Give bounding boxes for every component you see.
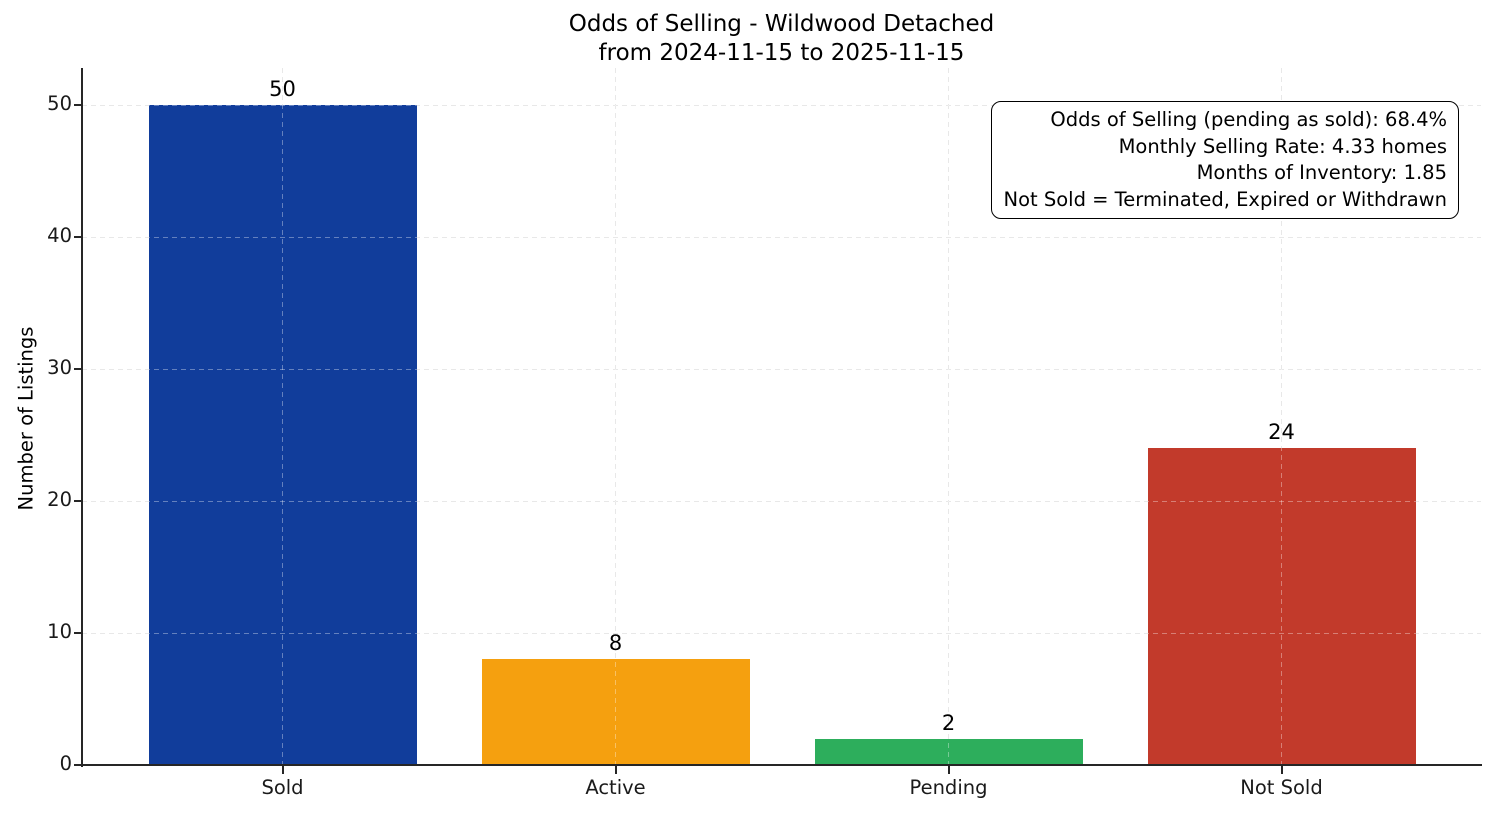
y-tick-label: 20	[47, 488, 72, 511]
x-tick-label: Not Sold	[1240, 776, 1323, 799]
stats-annotation-box: Odds of Selling (pending as sold): 68.4%…	[991, 101, 1459, 219]
x-tick-label: Active	[585, 776, 646, 799]
v-gridline-overlay	[282, 68, 283, 765]
y-tick-mark	[74, 764, 82, 766]
x-tick-mark	[281, 766, 284, 774]
y-tick-label: 0	[59, 752, 72, 775]
v-gridline	[948, 68, 949, 765]
x-axis-spine	[81, 764, 1482, 766]
y-tick-mark	[74, 500, 82, 502]
v-gridline-overlay	[615, 68, 616, 765]
bar-value-label: 8	[608, 631, 623, 656]
x-tick-mark	[947, 766, 950, 774]
h-gridline-overlay	[82, 236, 1481, 238]
chart-title-line1: Odds of Selling - Wildwood Detached	[568, 11, 995, 37]
x-tick-label: Sold	[261, 776, 304, 799]
y-axis-spine	[81, 68, 83, 767]
h-gridline	[82, 368, 1481, 370]
x-tick-mark	[1280, 766, 1283, 774]
bar-pending	[814, 738, 1083, 765]
y-tick-mark	[74, 368, 82, 370]
chart-title-line2: from 2024-11-15 to 2025-11-15	[598, 40, 965, 66]
y-tick-label: 50	[47, 92, 72, 115]
y-tick-mark	[74, 632, 82, 634]
y-tick-label: 40	[47, 224, 72, 247]
x-tick-label: Pending	[909, 776, 988, 799]
y-tick-label: 30	[47, 356, 72, 379]
annotation-line-3: Months of Inventory: 1.85	[1196, 161, 1447, 184]
h-gridline-overlay	[82, 632, 1481, 634]
h-gridline-overlay	[82, 104, 1481, 106]
h-gridline	[82, 500, 1481, 502]
annotation-line-2: Monthly Selling Rate: 4.33 homes	[1118, 134, 1447, 158]
v-gridline-overlay	[1281, 68, 1282, 765]
bar-value-label: 2	[941, 710, 956, 735]
annotation-line-4: Not Sold = Terminated, Expired or Withdr…	[1003, 187, 1447, 211]
bar-active	[481, 659, 750, 765]
bar-value-label: 50	[269, 77, 296, 101]
x-tick-mark	[614, 766, 617, 774]
bar-sold	[148, 105, 417, 765]
y-tick-mark	[74, 104, 82, 106]
bar-not-sold	[1147, 448, 1416, 765]
h-gridline-overlay	[82, 368, 1481, 370]
chart-title: Odds of Selling - Wildwood Detached from…	[82, 10, 1481, 68]
annotation-line-1: Odds of Selling (pending as sold): 68.4%	[1050, 108, 1447, 131]
y-tick-mark	[74, 236, 82, 238]
h-gridline	[82, 104, 1481, 106]
h-gridline-overlay	[82, 500, 1481, 502]
h-gridline	[82, 236, 1481, 238]
h-gridline	[82, 632, 1481, 634]
v-gridline	[615, 68, 616, 765]
v-gridline	[1281, 68, 1282, 765]
v-gridline-overlay	[948, 68, 949, 765]
bar-value-label: 24	[1268, 420, 1295, 445]
y-tick-label: 10	[47, 620, 72, 643]
